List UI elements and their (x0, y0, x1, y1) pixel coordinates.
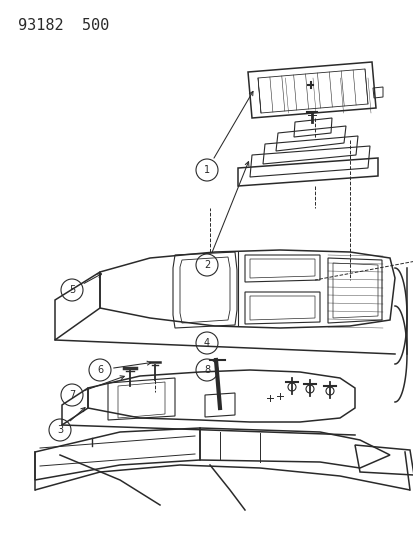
Text: 5: 5 (69, 285, 75, 295)
Text: 3: 3 (57, 425, 63, 435)
Text: 1: 1 (204, 165, 209, 175)
Text: 8: 8 (204, 365, 209, 375)
Text: 4: 4 (204, 338, 209, 348)
Text: 93182  500: 93182 500 (18, 18, 109, 33)
Text: 2: 2 (203, 260, 210, 270)
Text: 6: 6 (97, 365, 103, 375)
Text: 7: 7 (69, 390, 75, 400)
